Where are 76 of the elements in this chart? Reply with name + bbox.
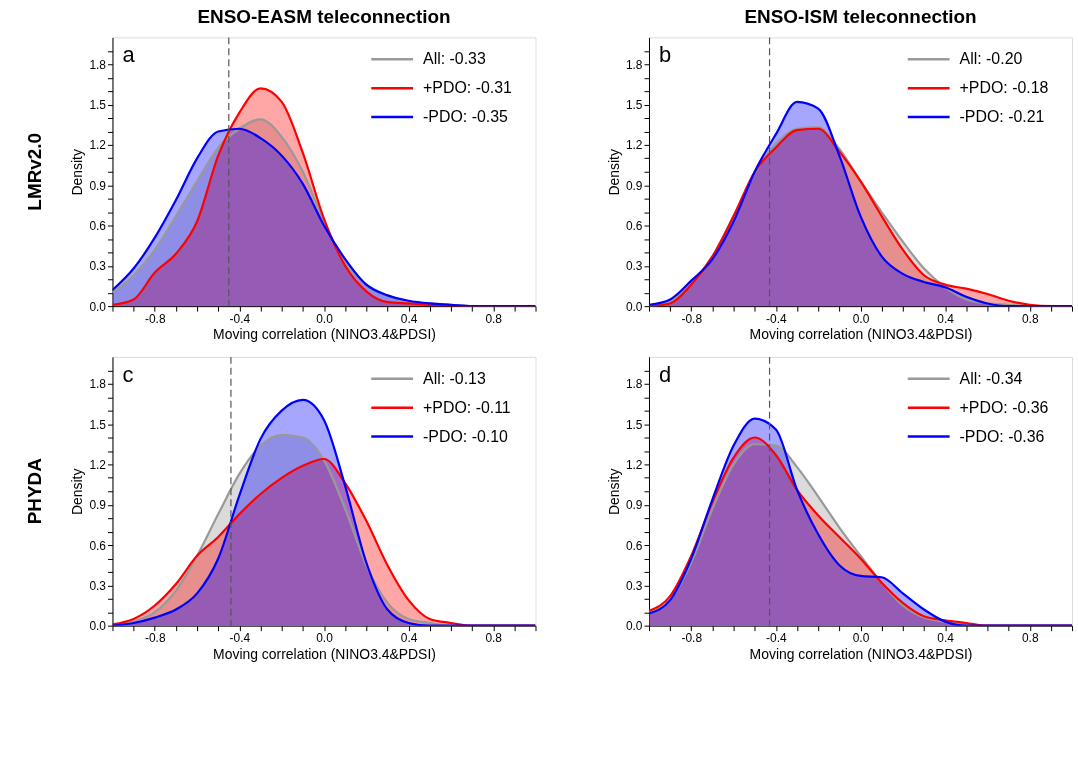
annotation: c (122, 361, 134, 387)
chart-title: ENSO-EASM teleconnection (197, 5, 451, 27)
x-tick-label: -0.4 (229, 631, 251, 646)
y-tick-label: 1.5 (89, 98, 107, 113)
legend-label: All: -0.34 (959, 369, 1023, 387)
x-tick-label: 0.8 (485, 311, 503, 326)
x-axis-title: Moving correlation (NINO3.4&PDSI) (749, 326, 973, 343)
y-tick-label: 0.6 (625, 538, 643, 553)
legend-label: -PDO: -0.36 (959, 427, 1045, 445)
x-tick-label: -0.4 (229, 311, 251, 326)
x-tick-label: 0.4 (937, 311, 955, 326)
y-tick-label: 1.8 (89, 377, 107, 392)
y-tick-label: 0.3 (625, 578, 643, 593)
x-tick-label: -0.8 (681, 631, 703, 646)
y-axis-title: Density (605, 149, 622, 196)
legend-label: All: -0.13 (423, 369, 486, 387)
y-tick-label: 0.0 (89, 619, 107, 634)
y-tick-label: 1.5 (625, 98, 643, 113)
x-tick-label: -0.4 (766, 311, 788, 326)
legend-label: All: -0.33 (423, 50, 486, 68)
y-tick-label: 0.6 (625, 218, 643, 233)
chart-title: ENSO-ISM teleconnection (744, 5, 977, 27)
y-tick-label: 0.0 (625, 299, 643, 314)
legend-label: +PDO: -0.31 (423, 79, 513, 97)
y-tick-label: 0.9 (89, 178, 107, 193)
x-tick-label: 0.0 (316, 311, 334, 326)
x-tick-label: 0.4 (937, 631, 955, 646)
y-axis-title: Density (69, 468, 86, 515)
y-tick-label: 1.2 (625, 138, 643, 153)
y-tick-label: 1.2 (625, 457, 643, 472)
y-tick-label: 0.6 (89, 218, 107, 233)
x-tick-label: 0.0 (316, 631, 334, 646)
y-tick-label: 1.5 (89, 417, 107, 432)
y-axis-title: Density (605, 468, 622, 515)
text: PHYDA (23, 457, 45, 525)
legend-label: -PDO: -0.35 (423, 107, 509, 125)
annotation: d (658, 361, 672, 387)
y-tick-label: 1.8 (625, 377, 643, 392)
y-tick-label: 0.0 (625, 619, 643, 634)
annotation: a (122, 42, 136, 68)
x-tick-label: 0.4 (400, 311, 418, 326)
y-tick-label: 0.3 (89, 259, 107, 274)
y-tick-label: 0.9 (625, 178, 643, 193)
legend-label: +PDO: -0.36 (959, 398, 1049, 416)
y-tick-label: 1.2 (89, 457, 107, 472)
x-tick-label: 0.8 (1021, 311, 1039, 326)
y-tick-label: 0.9 (89, 498, 107, 513)
legend-label: +PDO: -0.11 (423, 398, 511, 416)
x-tick-label: 0.0 (852, 311, 870, 326)
x-tick-label: 0.8 (1021, 631, 1039, 646)
x-tick-label: 0.0 (852, 631, 870, 646)
x-axis-title: Moving correlation (NINO3.4&PDSI) (749, 645, 973, 662)
y-tick-label: 0.3 (625, 259, 643, 274)
x-axis-title: Moving correlation (NINO3.4&PDSI) (213, 645, 436, 662)
text: LMRv2.0 (23, 132, 45, 211)
y-tick-label: 0.3 (89, 578, 107, 593)
y-axis-title: Density (69, 149, 86, 196)
x-tick-label: -0.4 (766, 631, 788, 646)
legend-label: -PDO: -0.21 (959, 107, 1045, 125)
legend-label: All: -0.20 (959, 50, 1023, 68)
y-tick-label: 1.8 (89, 57, 107, 72)
x-tick-label: -0.8 (144, 631, 166, 646)
legend-label: +PDO: -0.18 (959, 79, 1049, 97)
y-tick-label: 1.8 (625, 57, 643, 72)
y-tick-label: 1.2 (89, 138, 107, 153)
x-tick-label: 0.4 (400, 631, 418, 646)
x-tick-label: 0.8 (485, 631, 503, 646)
annotation: b (658, 42, 672, 68)
legend-label: -PDO: -0.10 (423, 427, 509, 445)
y-tick-label: 1.5 (625, 417, 643, 432)
x-tick-label: -0.8 (681, 311, 703, 326)
y-tick-label: 0.9 (625, 498, 643, 513)
x-tick-label: -0.8 (144, 311, 166, 326)
y-tick-label: 0.0 (89, 299, 107, 314)
x-axis-title: Moving correlation (NINO3.4&PDSI) (213, 326, 436, 343)
y-tick-label: 0.6 (89, 538, 107, 553)
